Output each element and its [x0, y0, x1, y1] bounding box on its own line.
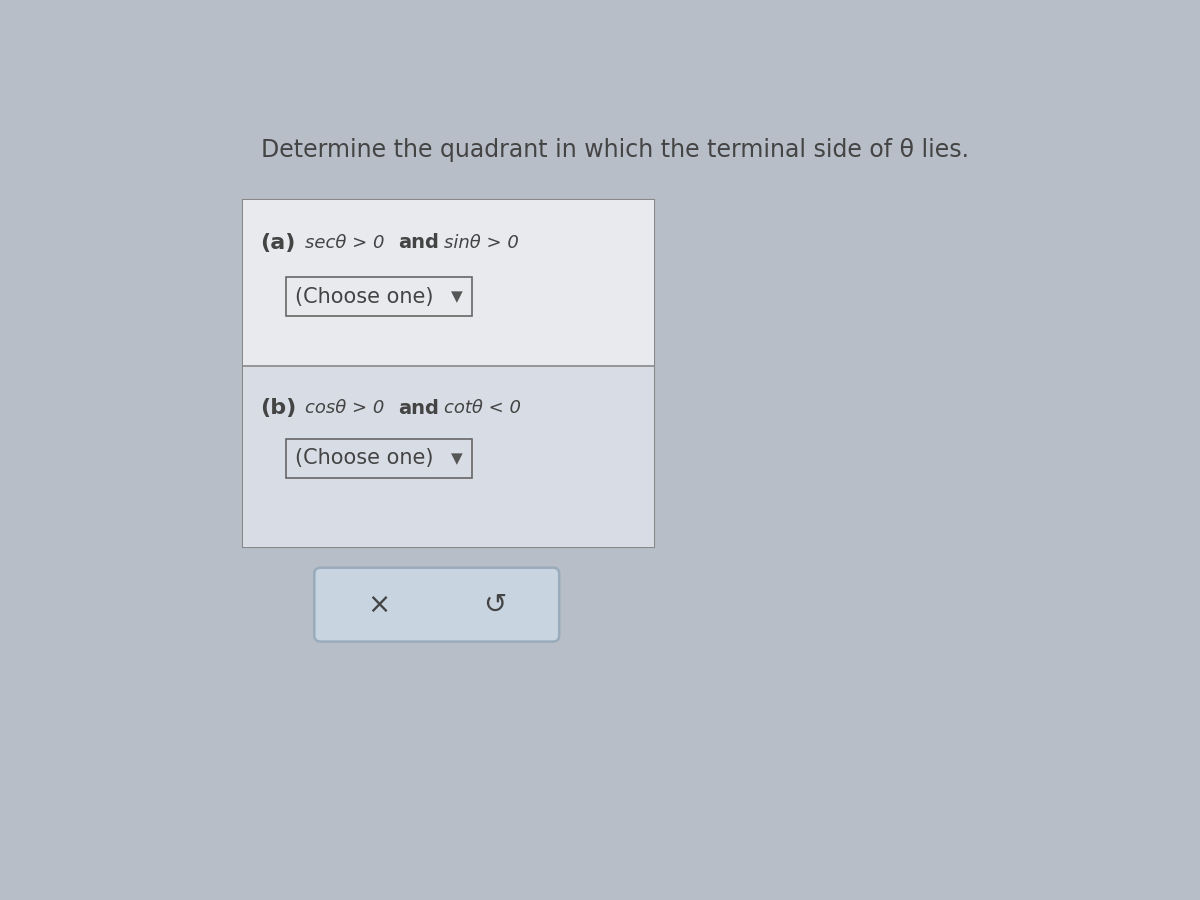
FancyBboxPatch shape	[286, 439, 472, 478]
Text: Determine the quadrant in which the terminal side of θ lies.: Determine the quadrant in which the term…	[262, 139, 970, 162]
FancyBboxPatch shape	[286, 277, 472, 316]
Text: cotθ < 0: cotθ < 0	[444, 400, 522, 418]
FancyBboxPatch shape	[242, 201, 654, 366]
Text: and: and	[398, 399, 439, 418]
Text: ▼: ▼	[450, 451, 462, 466]
Text: (Choose one): (Choose one)	[295, 448, 433, 468]
FancyBboxPatch shape	[242, 366, 654, 547]
Text: (a): (a)	[260, 233, 295, 253]
Text: (b): (b)	[260, 399, 296, 418]
Text: secθ > 0: secθ > 0	[305, 234, 384, 252]
Text: (Choose one): (Choose one)	[295, 286, 433, 307]
Text: ×: ×	[367, 590, 390, 618]
Text: ↺: ↺	[484, 590, 506, 618]
FancyBboxPatch shape	[242, 201, 654, 547]
FancyBboxPatch shape	[314, 568, 559, 642]
Text: cosθ > 0: cosθ > 0	[305, 400, 384, 418]
Text: sinθ > 0: sinθ > 0	[444, 234, 520, 252]
Text: and: and	[398, 233, 439, 252]
Text: ▼: ▼	[450, 289, 462, 304]
